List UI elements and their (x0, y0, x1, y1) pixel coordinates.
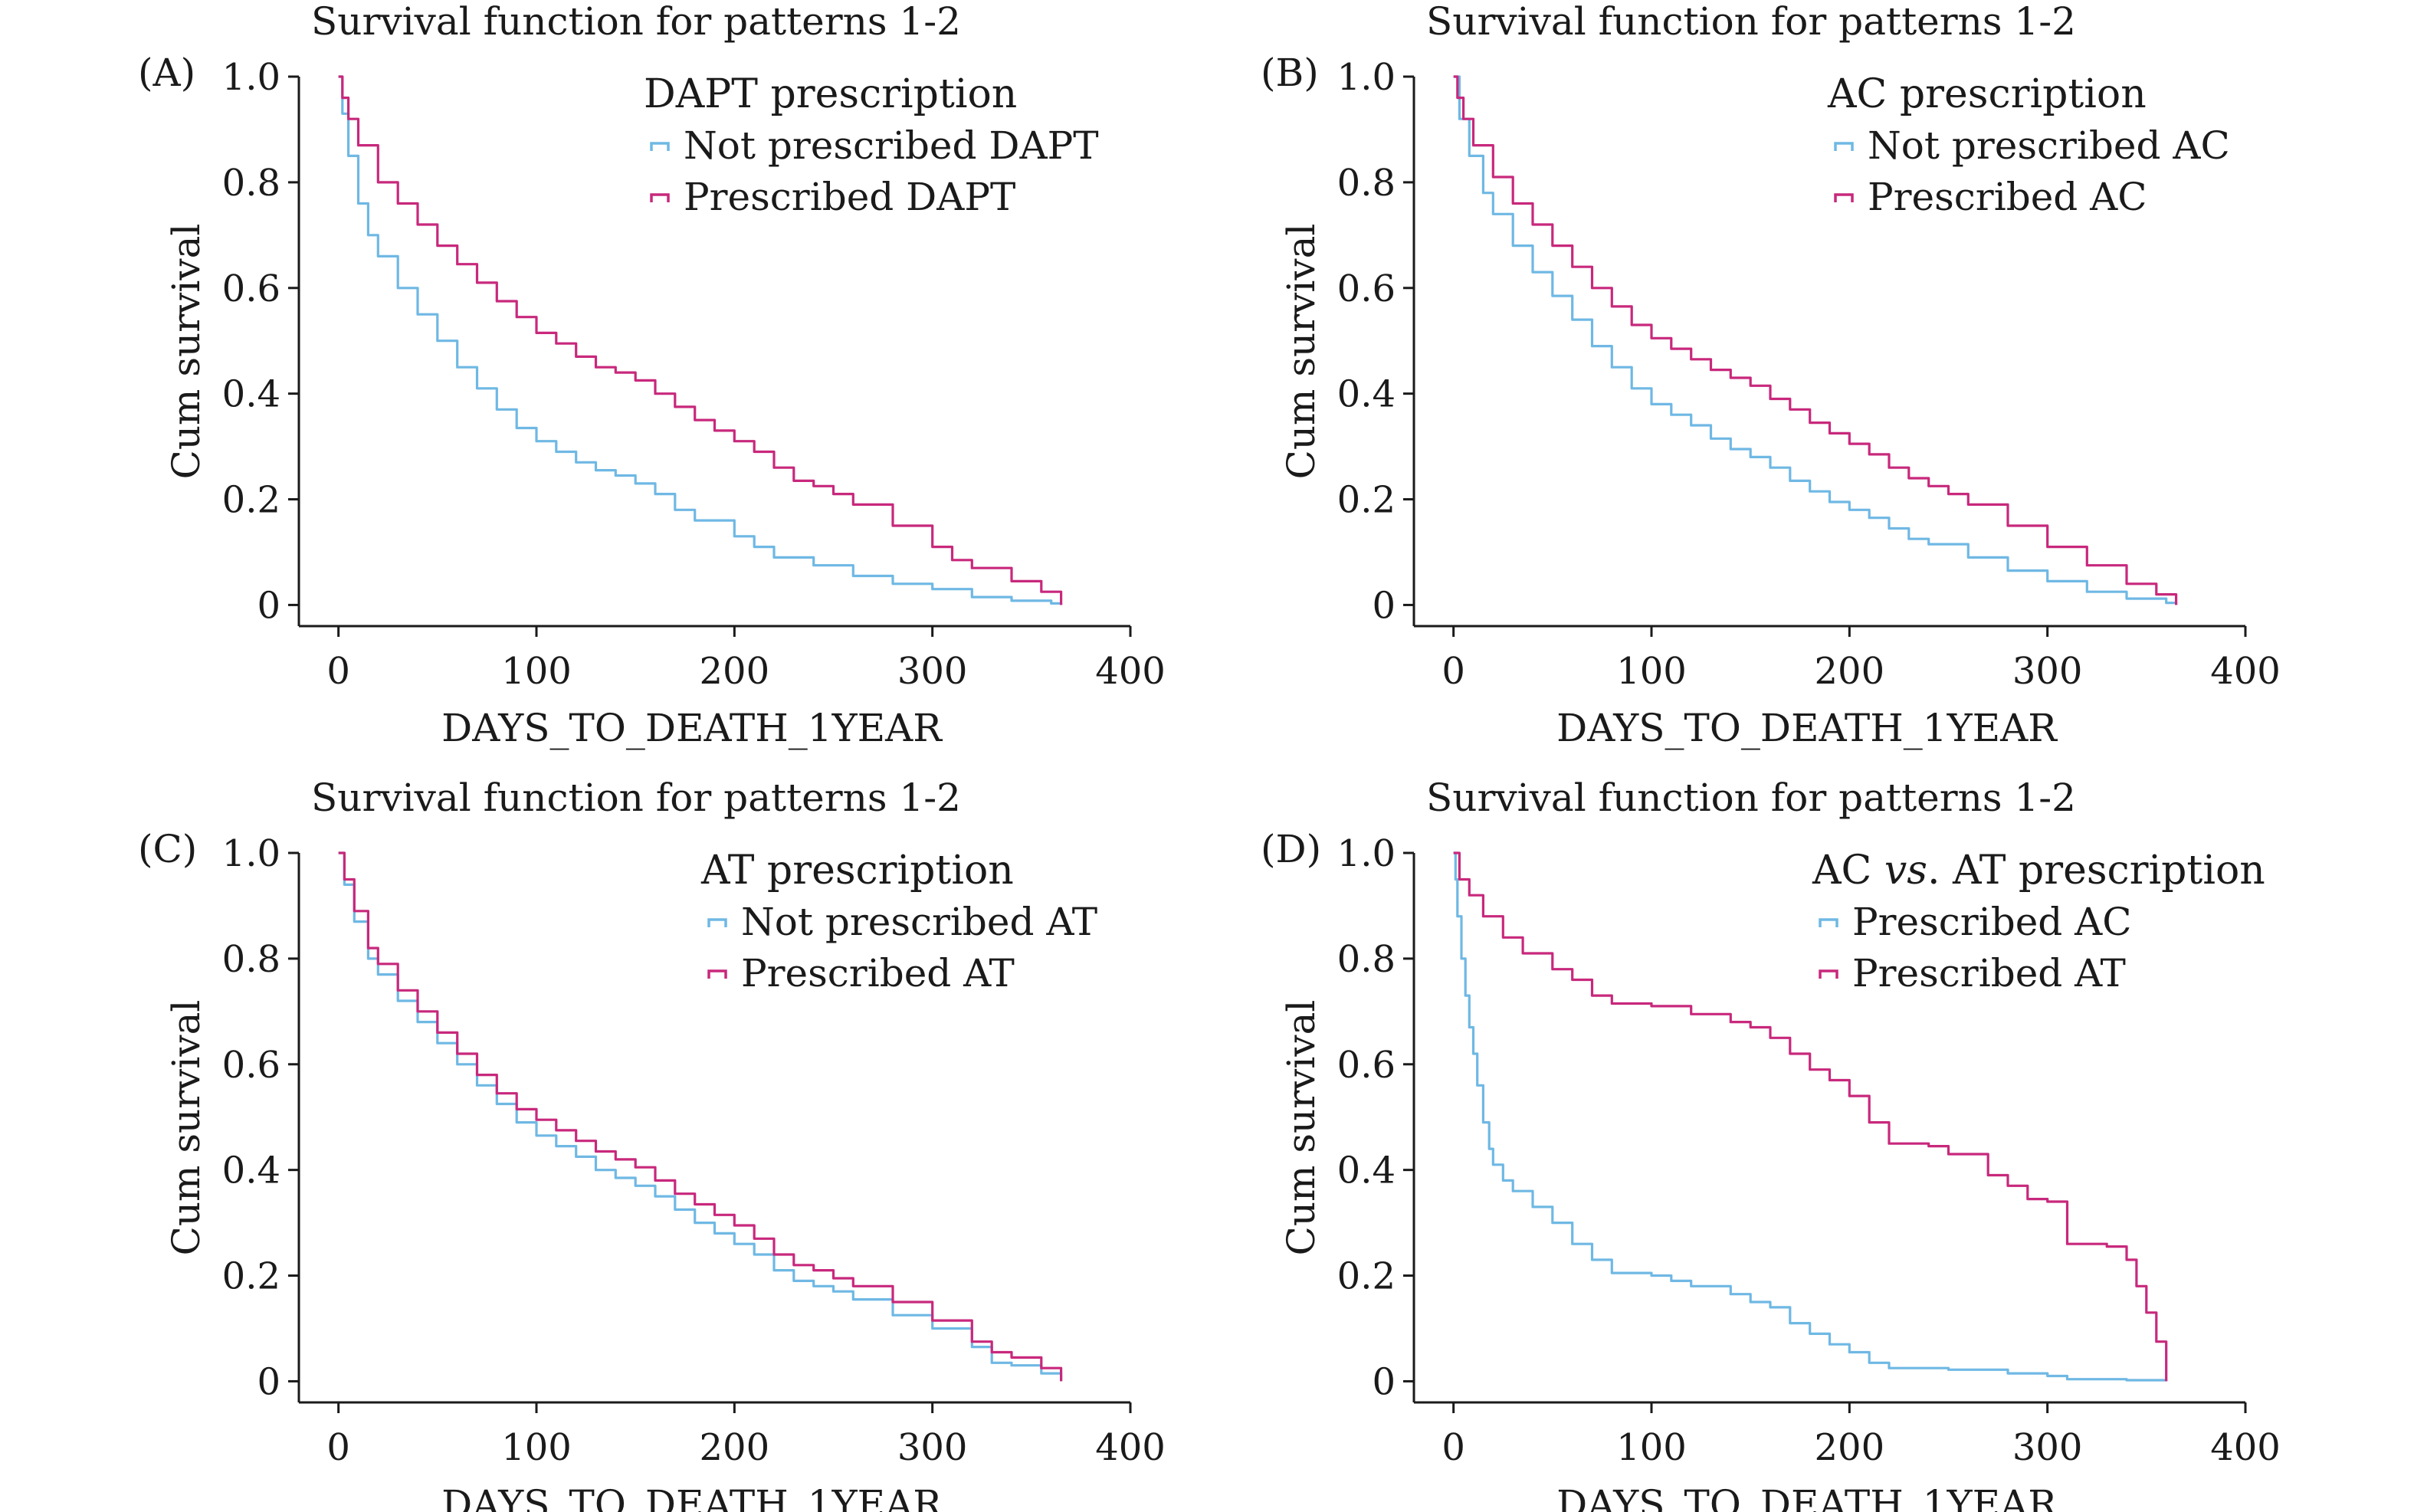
x-tick-label: 100 (501, 1426, 572, 1469)
legend-swatch (707, 969, 727, 979)
x-tick-label: 0 (326, 1426, 350, 1469)
y-tick-label: 0.8 (222, 162, 280, 205)
y-tick-label: 0.4 (222, 1150, 280, 1192)
legend-label: Not prescribed DAPT (684, 123, 1099, 168)
x-tick-label: 300 (897, 650, 968, 693)
legend-title: AC vs. AT prescription (1812, 848, 2265, 894)
legend-title: DAPT prescription (644, 71, 1017, 117)
y-tick-label: 0.8 (1337, 938, 1396, 981)
series-line-2 (338, 75, 1063, 605)
x-tick-label: 100 (1616, 1426, 1687, 1469)
legend-swatch (1834, 193, 1854, 202)
x-tick-label: 0 (326, 650, 350, 693)
panel-letter: (B) (1261, 51, 1319, 95)
x-axis-label: DAYS_TO_DEATH_1YEAR (441, 706, 943, 750)
y-axis-label: Cum survival (164, 224, 208, 480)
series-line-1 (1453, 75, 2178, 605)
x-tick-label: 400 (1095, 650, 1166, 693)
y-tick-label: 0 (1372, 1360, 1396, 1403)
y-axis-label: Cum survival (1279, 1000, 1323, 1256)
legend-label: Prescribed AC (1868, 175, 2147, 219)
y-tick-label: 1.0 (222, 832, 280, 875)
x-tick-label: 300 (2012, 650, 2083, 693)
y-tick-label: 0.6 (222, 267, 280, 310)
y-tick-label: 0.4 (1337, 1150, 1396, 1192)
y-tick-label: 0 (257, 584, 280, 627)
y-tick-label: 1.0 (1337, 56, 1396, 99)
x-axis-label: DAYS_TO_DEATH_1YEAR (1556, 706, 2058, 750)
chart-title: Survival function for patterns 1-2 (311, 0, 961, 44)
chart-panel-3: Survival function for patterns 1-2 (C) 0 0.… (138, 776, 1166, 1512)
y-tick-label: 0.2 (222, 1255, 280, 1298)
chart-panel-2: Survival function for patterns 1-2 (B) 0 0.… (1261, 0, 2281, 750)
y-tick-label: 0.2 (222, 479, 280, 522)
series-line-1 (338, 75, 1063, 605)
x-tick-label: 400 (2210, 1426, 2281, 1469)
panel-letter: (C) (138, 827, 197, 871)
legend-swatch (1819, 918, 1838, 927)
y-tick-label: 0.8 (1337, 162, 1396, 205)
y-tick-label: 0.4 (1337, 373, 1396, 416)
x-tick-label: 100 (1616, 650, 1687, 693)
x-tick-label: 400 (2210, 650, 2281, 693)
legend-label: Prescribed AT (1852, 951, 2126, 995)
x-tick-label: 300 (2012, 1426, 2083, 1469)
y-axis-label: Cum survival (164, 1000, 208, 1256)
panel-letter: (D) (1261, 827, 1321, 871)
x-axis-label: DAYS_TO_DEATH_1YEAR (1556, 1482, 2058, 1512)
x-tick-label: 200 (700, 1426, 770, 1469)
series-line-2 (1453, 75, 2178, 605)
legend-swatch (1834, 142, 1854, 151)
legend-swatch (1819, 969, 1838, 979)
panel-letter: (A) (138, 51, 195, 95)
legend-title: AC prescription (1827, 71, 2147, 117)
y-tick-label: 0.2 (1337, 479, 1396, 522)
x-tick-label: 300 (897, 1426, 968, 1469)
x-tick-label: 100 (501, 650, 572, 693)
chart-title: Survival function for patterns 1-2 (1426, 776, 2076, 820)
chart-panel-4: Survival function for patterns 1-2 (D) 0 0.… (1261, 776, 2281, 1512)
legend-swatch (650, 142, 670, 151)
x-axis-label: DAYS_TO_DEATH_1YEAR (441, 1482, 943, 1512)
legend-label: Prescribed DAPT (684, 175, 1015, 219)
legend-swatch (707, 918, 727, 927)
chart-title: Survival function for patterns 1-2 (311, 776, 961, 820)
x-tick-label: 200 (1815, 1426, 1885, 1469)
legend-label: Not prescribed AT (741, 900, 1097, 944)
x-tick-label: 200 (1815, 650, 1885, 693)
y-tick-label: 0.4 (222, 373, 280, 416)
y-axis-label: Cum survival (1279, 224, 1323, 480)
chart-panel-1: Survival function for patterns 1-2 (A) 0 0.… (138, 0, 1166, 750)
series-line-2 (1453, 851, 2168, 1382)
legend-swatch (650, 193, 670, 202)
y-tick-label: 0.6 (222, 1044, 280, 1087)
y-tick-label: 1.0 (222, 56, 280, 99)
x-tick-label: 400 (1095, 1426, 1166, 1469)
y-tick-label: 0.6 (1337, 267, 1396, 310)
y-tick-label: 0 (257, 1360, 280, 1403)
chart-title: Survival function for patterns 1-2 (1426, 0, 2076, 44)
legend-label: Prescribed AC (1852, 900, 2132, 944)
y-tick-label: 1.0 (1337, 832, 1396, 875)
legend-label: Not prescribed AC (1868, 123, 2230, 168)
x-tick-label: 0 (1442, 1426, 1465, 1469)
y-tick-label: 0.2 (1337, 1255, 1396, 1298)
x-tick-label: 0 (1442, 650, 1465, 693)
legend-title: AT prescription (700, 848, 1014, 894)
y-tick-label: 0.6 (1337, 1044, 1396, 1087)
legend-label: Prescribed AT (741, 951, 1015, 995)
x-tick-label: 200 (700, 650, 770, 693)
y-tick-label: 0.8 (222, 938, 280, 981)
series-line-1 (1453, 851, 2168, 1382)
y-tick-label: 0 (1372, 584, 1396, 627)
series-line-2 (338, 851, 1063, 1382)
series-line-1 (338, 851, 1063, 1382)
